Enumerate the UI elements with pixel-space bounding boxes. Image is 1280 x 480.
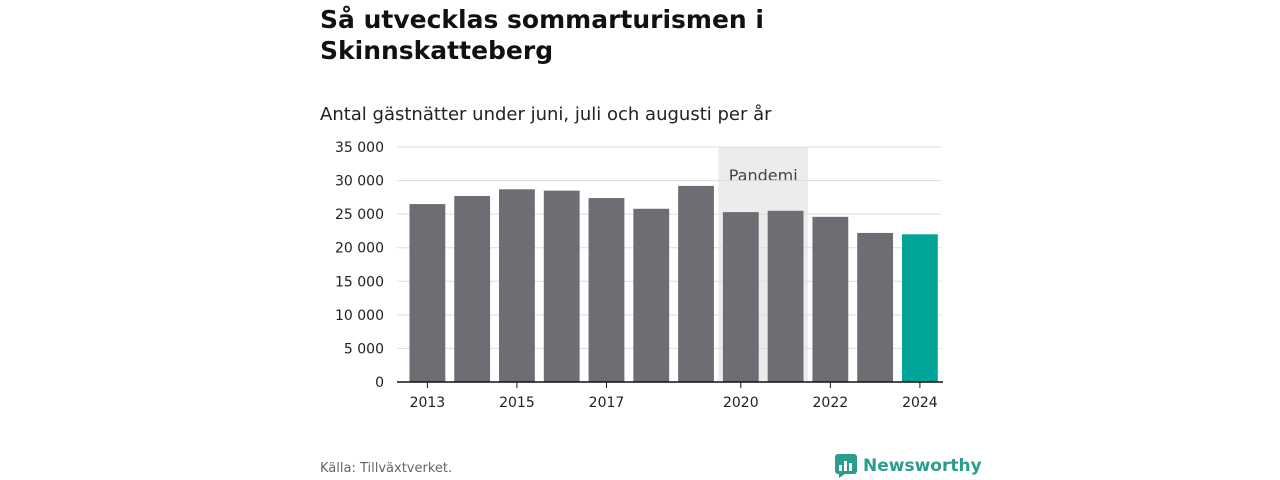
bar-2024 (901, 234, 938, 382)
x-tick-label: 2013 (410, 395, 446, 411)
bar-2019 (678, 185, 714, 382)
y-tick-label: 10 000 (335, 308, 384, 324)
bar-2018 (633, 208, 670, 382)
x-tick-label: 2022 (813, 395, 849, 411)
bar-2013 (409, 204, 446, 382)
bar-2015 (499, 189, 535, 382)
x-tick-label: 2017 (589, 395, 625, 411)
y-tick-label: 30 000 (335, 174, 384, 190)
newsworthy-logo-icon (835, 454, 857, 478)
bar-2014 (454, 196, 491, 382)
pandemic-label: Pandemi (729, 166, 798, 185)
bar-2021 (767, 210, 804, 382)
x-tick-label: 2024 (902, 395, 938, 411)
bar-2023 (857, 232, 894, 382)
x-tick-label: 2015 (499, 395, 535, 411)
chart-title: Så utvecklas sommarturismen i Skinnskatt… (320, 5, 765, 65)
brand-logo: Newsworthy (835, 454, 982, 478)
bar-2020 (722, 212, 759, 382)
source-note: Källa: Tillväxtverket. (320, 461, 453, 476)
bar-2017 (588, 198, 625, 382)
brand-name: Newsworthy (863, 456, 982, 476)
chart-subtitle: Antal gästnätter under juni, juli och au… (320, 104, 772, 125)
bar-2022 (812, 216, 849, 382)
y-tick-label: 20 000 (335, 241, 384, 257)
bar-2016 (543, 190, 580, 382)
x-tick-label: 2020 (723, 395, 759, 411)
bar-chart: Pandemi 0 5 000 10 000 15 000 20 000 25 000 30 … (335, 140, 943, 411)
y-tick-label: 25 000 (335, 207, 384, 223)
y-tick-label: 35 000 (335, 140, 384, 156)
y-tick-label: 0 (375, 375, 384, 391)
y-tick-label: 15 000 (335, 274, 384, 290)
y-tick-label: 5 000 (344, 341, 384, 357)
